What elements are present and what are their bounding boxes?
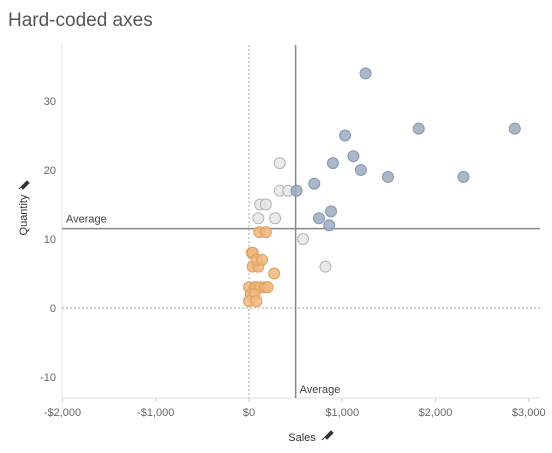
data-point	[325, 205, 338, 218]
data-point	[250, 295, 263, 308]
data-point	[268, 267, 281, 280]
data-point	[412, 122, 425, 135]
data-point	[326, 157, 339, 170]
data-point	[269, 212, 282, 225]
data-point	[312, 212, 325, 225]
pin-icon	[321, 430, 334, 441]
x-tick-label: $3,000	[512, 407, 546, 419]
data-point	[273, 157, 286, 170]
x-tick-label: $1,000	[325, 407, 359, 419]
plot-area	[61, 45, 540, 399]
data-point	[354, 164, 367, 176]
gridlines	[62, 45, 540, 402]
data-point	[381, 170, 394, 183]
data-points	[243, 67, 521, 308]
chart-title: Hard-coded axes	[8, 10, 153, 31]
data-point	[259, 198, 272, 211]
data-point	[297, 233, 310, 245]
y-axis-label: Quantity	[18, 194, 30, 235]
data-point	[347, 150, 360, 163]
pin-icon	[18, 180, 30, 190]
data-point	[339, 129, 352, 142]
x-tick-label: -$2,000	[44, 407, 81, 419]
reference-lines: Average Average	[62, 45, 540, 398]
data-point	[290, 184, 303, 197]
axis-labels: Sales Quantity	[18, 180, 334, 444]
y-tick-labels: -10 0 10 20 30	[40, 96, 56, 384]
data-point	[323, 219, 336, 232]
x-tick-label: $2,000	[419, 407, 453, 419]
data-point	[457, 170, 470, 183]
y-tick-label: 30	[44, 96, 56, 108]
data-point	[259, 226, 272, 239]
data-point	[308, 177, 321, 190]
data-point	[256, 253, 269, 266]
x-axis-label: Sales	[288, 432, 316, 444]
y-tick-label: 20	[44, 165, 56, 177]
data-point	[508, 122, 521, 135]
data-point	[261, 281, 274, 294]
x-tick-label: -$1,000	[137, 407, 174, 419]
x-tick-label: $0	[243, 407, 255, 419]
x-tick-labels: -$2,000 -$1,000 $0 $1,000 $2,000 $3,000	[44, 407, 546, 419]
data-point	[319, 260, 332, 273]
y-tick-label: 10	[44, 234, 56, 246]
data-point	[359, 67, 372, 80]
y-tick-label: 0	[50, 303, 56, 315]
y-average-label: Average	[66, 214, 107, 226]
x-average-label: Average	[300, 384, 341, 396]
y-tick-label: -10	[40, 372, 56, 384]
data-point	[252, 212, 265, 225]
